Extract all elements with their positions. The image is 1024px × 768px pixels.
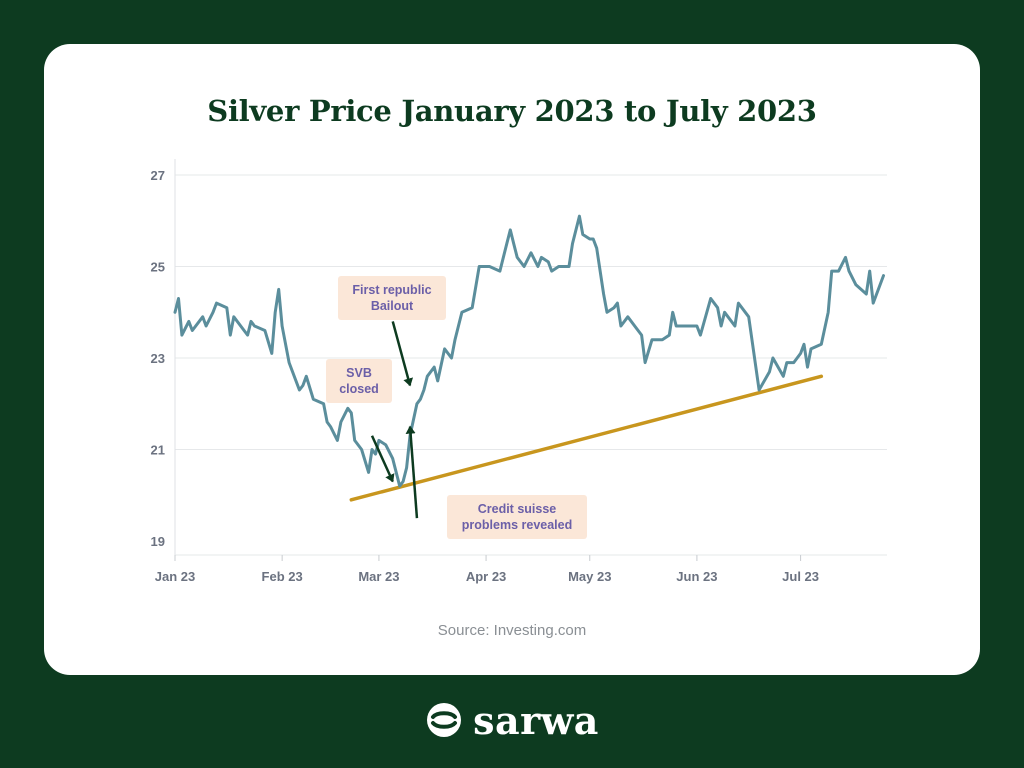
silver-price-line	[173, 214, 885, 488]
chart-title: Silver Price January 2023 to July 2023	[207, 94, 817, 128]
y-tick-label: 21	[151, 443, 165, 458]
y-tick-label: 19	[151, 534, 165, 549]
x-tick-label: Jul 23	[782, 569, 819, 584]
source-credit: Source: Investing.com	[437, 622, 587, 639]
annotation-first-republic: First republic Bailout	[338, 276, 446, 320]
arrow-credit-suisse	[405, 425, 419, 519]
annotation-credit-suisse: Credit suisse problems revealed	[447, 495, 587, 539]
y-tick-label: 27	[151, 168, 165, 183]
x-tick-label: Jan 23	[155, 569, 195, 584]
annotation-first-republic-text: First republic Bailout	[352, 283, 432, 313]
annotation-svb: SVB closed	[326, 359, 392, 403]
brand-logo: sarwa	[0, 690, 1024, 750]
y-tick-label: 25	[151, 260, 165, 275]
x-tick-label: Apr 23	[466, 569, 506, 584]
support-trendline	[349, 374, 824, 502]
annotation-credit-suisse-text: Credit suisse problems revealed	[461, 502, 573, 532]
sarwa-logo-icon	[427, 703, 462, 737]
y-tick-label: 23	[151, 351, 165, 366]
chart-card: Silver Price January 2023 to July 2023 1…	[44, 44, 980, 675]
silver-price-chart: 19 21 23 25 27 Jan 23 Feb 23 Mar 23 Apr 23 May 23…	[151, 159, 887, 584]
x-tick-label: Jun 23	[676, 569, 717, 584]
annotation-svb-text: SVB closed	[339, 366, 379, 396]
arrow-first-republic	[391, 321, 414, 387]
x-tick-label: Feb 23	[262, 569, 303, 584]
arrow-svb	[370, 435, 395, 483]
x-tick-label: Mar 23	[358, 569, 399, 584]
brand-name: sarwa	[473, 697, 599, 743]
x-tick-label: May 23	[568, 569, 611, 584]
